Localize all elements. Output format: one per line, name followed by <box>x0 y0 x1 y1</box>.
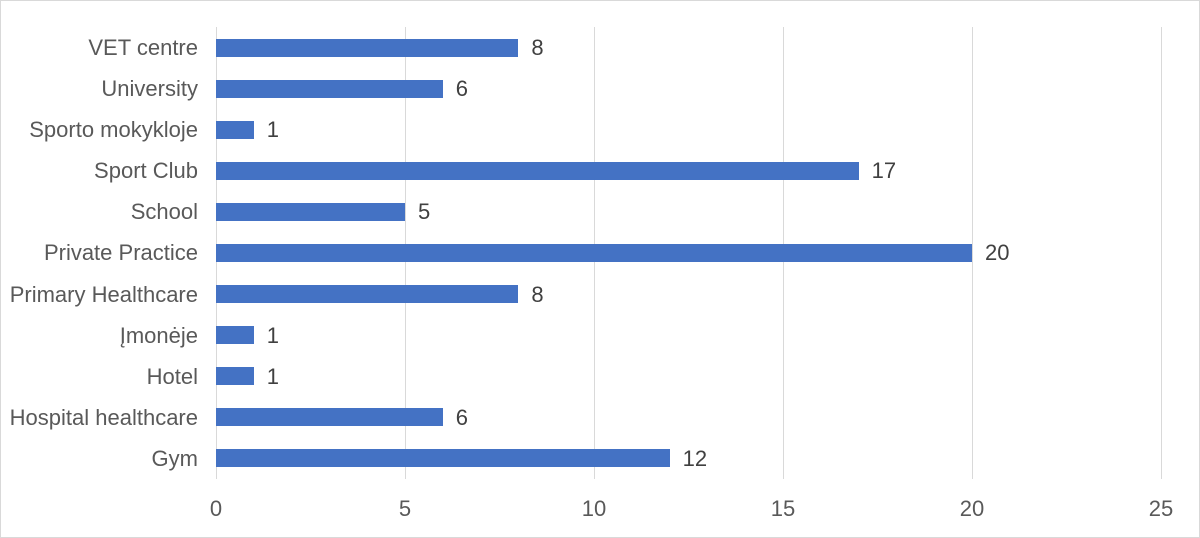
category-label: Hospital healthcare <box>9 404 198 430</box>
bar <box>216 408 443 427</box>
bar <box>216 285 519 304</box>
category-label: VET centre <box>88 35 198 60</box>
bar <box>216 38 519 57</box>
category-label: Private Practice <box>43 240 198 266</box>
data-label: 1 <box>266 322 280 348</box>
gridline <box>1161 27 1162 479</box>
x-tick-label: 25 <box>1148 496 1174 521</box>
data-label: 6 <box>455 404 469 430</box>
x-tick-label: 5 <box>398 496 412 521</box>
x-tick-label: 15 <box>770 496 796 521</box>
bar <box>216 202 405 221</box>
category-label: University <box>101 76 198 102</box>
data-label: 12 <box>682 445 708 471</box>
category-label: Gym <box>151 445 198 471</box>
category-label: Sporto mokykloje <box>29 117 198 143</box>
category-label: School <box>130 199 198 225</box>
category-label: Hotel <box>146 363 198 389</box>
bar <box>216 367 254 386</box>
data-label: 1 <box>266 363 280 389</box>
data-label: 5 <box>418 199 431 225</box>
bar <box>216 449 670 468</box>
category-label: Sport Club <box>94 158 198 184</box>
x-tick-label: 20 <box>959 496 985 521</box>
data-label: 8 <box>531 281 544 307</box>
x-tick-label: 10 <box>581 496 607 521</box>
bar <box>216 326 254 345</box>
data-label: 6 <box>455 76 469 102</box>
bar <box>216 244 972 262</box>
bar <box>216 79 443 98</box>
data-label: 8 <box>531 35 544 60</box>
data-label: 20 <box>985 240 1010 266</box>
category-label: Įmonėje <box>119 322 198 348</box>
gridline <box>972 27 973 479</box>
data-label: 17 <box>871 158 897 184</box>
category-label: Primary Healthcare <box>9 281 198 307</box>
bar <box>216 120 254 139</box>
data-label: 1 <box>266 117 280 143</box>
x-tick-label: 0 <box>209 496 223 521</box>
bar <box>216 161 859 180</box>
